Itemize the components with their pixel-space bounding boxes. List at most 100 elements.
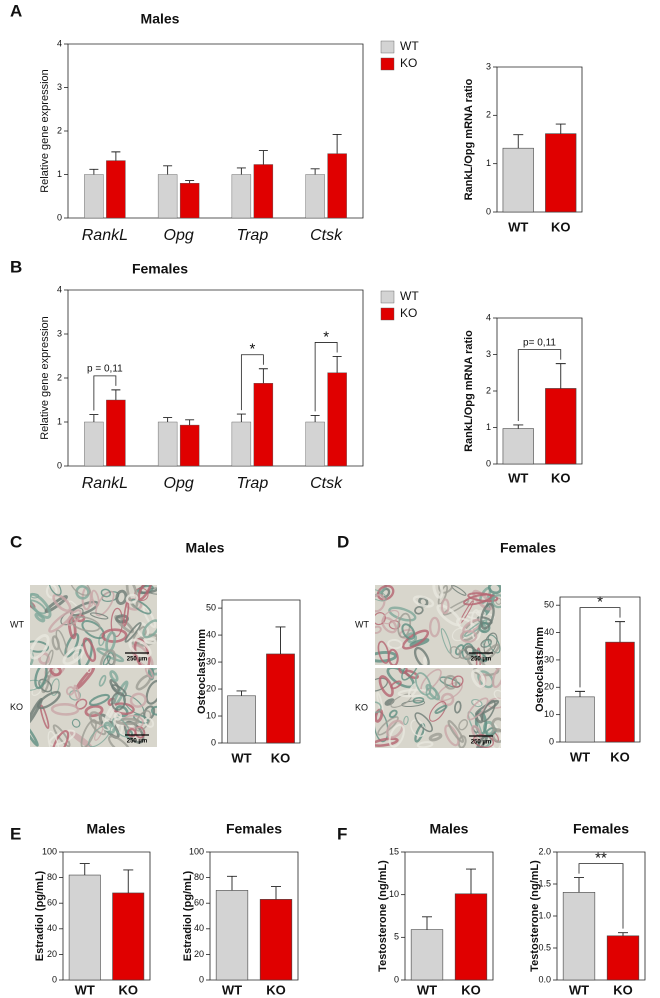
significance-bracket <box>93 375 117 411</box>
y-tick-label: 0 <box>57 460 62 470</box>
y-tick-label: 10 <box>206 710 216 720</box>
tissue-fiber <box>145 679 157 705</box>
error-bar <box>123 869 134 893</box>
error-bar <box>513 134 524 149</box>
tissue-fiber <box>89 612 109 620</box>
axis-frame <box>62 851 151 981</box>
tissue-fiber <box>48 610 74 633</box>
error-bar <box>555 363 566 389</box>
bar <box>327 372 347 467</box>
tissue-fiber <box>50 703 80 716</box>
error-bar <box>236 413 246 422</box>
bar <box>112 892 145 981</box>
tissue-fiber <box>386 719 404 739</box>
tissue-fiber <box>375 589 387 602</box>
tissue-fiber <box>49 668 62 677</box>
bar <box>545 133 577 213</box>
y-tick-label: 30 <box>544 654 554 664</box>
y-tick-label: 15 <box>389 846 399 856</box>
tissue-fiber <box>38 652 50 665</box>
tissue-fiber <box>96 647 125 663</box>
bar <box>227 695 256 744</box>
y-tick-label: 3 <box>57 82 62 92</box>
tissue-fiber <box>142 619 157 639</box>
tissue-fiber <box>401 623 416 640</box>
tissue-fiber <box>375 737 399 747</box>
x-tick-label: Ctsk <box>310 227 343 244</box>
micrograph-texture <box>375 585 501 665</box>
x-tick-label: Trap <box>237 475 269 492</box>
legend-swatch <box>380 307 395 321</box>
error-bar <box>332 355 342 373</box>
tissue-fiber <box>414 605 424 615</box>
bar <box>253 383 274 467</box>
y-tick-label: 80 <box>194 872 204 882</box>
tissue-fiber <box>47 730 60 747</box>
tissue-fiber <box>375 701 382 714</box>
scale-bar-label: 250 µm <box>127 657 147 663</box>
tissue-fiber <box>444 724 460 747</box>
tissue-fiber <box>491 717 501 733</box>
tissue-fiber <box>88 599 94 608</box>
y-tick-label: 1 <box>57 416 62 426</box>
bar <box>606 935 640 981</box>
x-tick-label: Ctsk <box>310 475 343 492</box>
tissue-fiber <box>134 710 152 732</box>
legend-label: KO <box>400 56 417 70</box>
tissue-fiber <box>51 730 70 747</box>
error-bar <box>275 626 286 654</box>
chart-title: Males <box>141 11 180 27</box>
significance-label: * <box>249 341 255 358</box>
error-bar <box>236 167 246 175</box>
tissue-fiber <box>432 585 444 599</box>
bar <box>179 424 200 467</box>
micrograph-texture <box>30 668 157 747</box>
y-tick-label: 0 <box>549 736 554 746</box>
y-tick-label: 0 <box>199 974 204 984</box>
significance-bracket <box>579 607 621 688</box>
x-tick-label: KO <box>551 219 571 234</box>
x-tick-label: RankL <box>82 475 128 492</box>
tissue-fiber <box>478 621 491 634</box>
tissue-fiber <box>482 639 492 647</box>
tissue-fiber <box>88 693 110 706</box>
scale-bar-label: 250 µm <box>471 740 491 746</box>
tissue-fiber <box>458 719 469 731</box>
bar <box>179 182 200 219</box>
x-tick-label: Opg <box>164 475 194 492</box>
tissue-fiber <box>30 721 39 747</box>
tissue-fiber <box>410 719 426 737</box>
tissue-fiber <box>467 592 499 603</box>
tissue-fiber <box>144 668 154 679</box>
axis-frame <box>496 317 583 465</box>
y-axis-label: Osteoclasts/mm <box>196 629 208 714</box>
x-tick-label: WT <box>222 982 242 997</box>
tissue-fiber <box>397 688 430 698</box>
error-bar <box>111 389 121 400</box>
y-axis-label: Relative gene expression <box>39 69 51 193</box>
tissue-fiber <box>30 634 50 660</box>
tissue-fiber <box>70 615 101 632</box>
x-tick-label: WT <box>417 982 437 997</box>
y-tick-label: 20 <box>206 683 216 693</box>
tissue-fiber <box>52 593 72 613</box>
bar <box>565 696 595 743</box>
tissue-fiber <box>102 655 111 665</box>
scale-bar-label: 250 µm <box>471 657 491 663</box>
tissue-fiber <box>38 678 53 693</box>
tissue-fiber <box>471 698 483 708</box>
y-tick-label: 1 <box>57 169 62 179</box>
tissue-fiber <box>45 649 54 665</box>
tissue-fiber <box>111 684 127 697</box>
tissue-fiber <box>413 646 430 665</box>
tissue-fiber <box>144 637 157 645</box>
bar <box>454 893 488 981</box>
tissue-fiber <box>401 629 430 650</box>
error-bar <box>271 886 281 900</box>
y-tick-label: 10 <box>544 709 554 719</box>
y-tick-label: 40 <box>206 629 216 639</box>
tissue-fiber <box>471 669 486 688</box>
panel-letter: E <box>10 824 21 843</box>
x-tick-label: RankL <box>82 227 128 244</box>
significance-bracket <box>578 863 624 929</box>
